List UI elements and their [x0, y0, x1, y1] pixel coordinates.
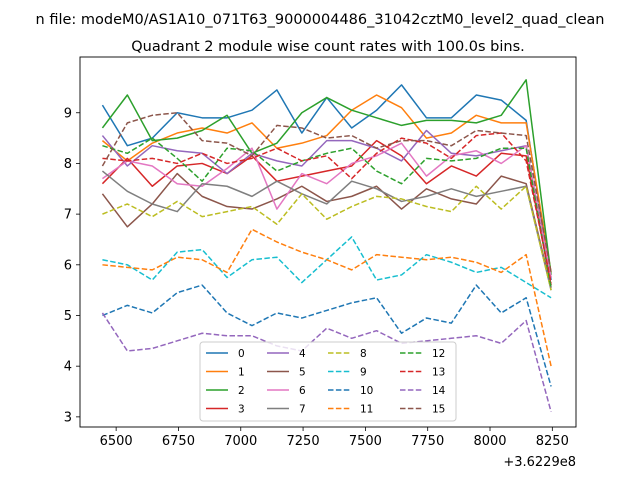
- legend-label-1: 1: [238, 367, 245, 379]
- legend-label-11: 11: [360, 404, 373, 416]
- x-axis: 6500 6750 7000 7250 7500 7750 8000 8250: [100, 427, 569, 449]
- series-line-13: [102, 132, 552, 283]
- legend-label-5: 5: [299, 367, 306, 379]
- series-line-6: [101, 142, 552, 278]
- series-layer: [101, 79, 552, 412]
- y-tick-label: 8: [64, 157, 72, 172]
- series-line-10: [102, 284, 552, 387]
- x-offset-label: +3.6229e8: [503, 455, 576, 470]
- series-line-3: [101, 139, 552, 286]
- legend-label-0: 0: [238, 348, 245, 360]
- axes-frame: [79, 56, 577, 428]
- x-tick-label: 7250: [287, 434, 320, 449]
- series-line-1: [101, 94, 552, 273]
- legend-label-4: 4: [299, 348, 306, 360]
- legend-label-10: 10: [360, 385, 373, 397]
- series-line-2: [101, 79, 552, 276]
- legend-label-14: 14: [432, 385, 446, 397]
- legend-box: [199, 341, 457, 422]
- legend-label-9: 9: [360, 367, 367, 379]
- legend-label-8: 8: [360, 348, 367, 360]
- y-tick-label: 6: [64, 258, 72, 273]
- series-line-8: [102, 185, 552, 291]
- x-tick-label: 7500: [349, 434, 382, 449]
- x-tick-label: 7750: [411, 434, 444, 449]
- x-tick-label: 7000: [224, 434, 257, 449]
- legend-label-15: 15: [432, 404, 445, 416]
- y-tick-label: 9: [64, 106, 72, 121]
- x-tick-label: 6500: [100, 434, 133, 449]
- series-line-14: [101, 312, 552, 412]
- series-line-7: [101, 170, 552, 291]
- legend-label-6: 6: [299, 385, 306, 397]
- legend-label-13: 13: [432, 367, 445, 379]
- x-tick-label: 6750: [162, 434, 195, 449]
- legend-label-12: 12: [432, 348, 445, 360]
- series-line-12: [102, 137, 552, 288]
- series-line-4: [101, 129, 552, 278]
- x-tick-label: 8250: [536, 434, 569, 449]
- y-tick-label: 3: [64, 410, 72, 425]
- figure-suptitle: n file: modeM0/AS1A10_071T63_9000004486_…: [36, 12, 605, 28]
- chart-title: Quadrant 2 module wise count rates with …: [131, 39, 525, 55]
- y-axis: 3 4 5 6 7 8 9: [64, 106, 80, 425]
- series-line-11: [102, 228, 552, 367]
- series-line-5: [101, 172, 552, 288]
- legend-label-7: 7: [299, 404, 306, 416]
- x-tick-label: 8000: [473, 434, 506, 449]
- y-tick-label: 7: [64, 208, 72, 223]
- legend-label-3: 3: [238, 404, 245, 416]
- y-tick-label: 4: [64, 360, 72, 375]
- y-tick-label: 5: [64, 309, 72, 324]
- legend-label-2: 2: [238, 385, 245, 397]
